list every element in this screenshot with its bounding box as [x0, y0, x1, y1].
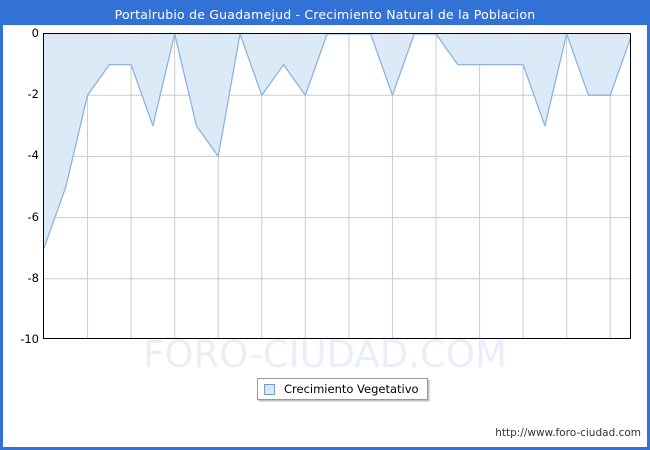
- y-axis-tick-label: -2: [27, 87, 39, 102]
- source-url: http://www.foro-ciudad.com: [495, 427, 641, 439]
- chart-legend: Crecimiento Vegetativo: [257, 378, 428, 400]
- y-axis-tick-labels: 0 -2 -4 -6 -8 -10: [3, 26, 39, 346]
- series-line-crecimiento-vegetativo: [44, 34, 630, 249]
- plot-area: [43, 33, 631, 339]
- series-area-crecimiento-vegetativo: [44, 34, 630, 249]
- y-axis-tick-label: -6: [27, 209, 39, 224]
- legend-swatch-icon: [264, 383, 275, 395]
- plot-frame: [43, 33, 631, 339]
- page-title: Portalrubio de Guadamejud - Crecimiento …: [114, 6, 536, 22]
- watermark-part-2: CIUDAD.COM: [262, 333, 507, 376]
- y-axis-tick-label: -4: [27, 148, 39, 163]
- window-title-bar: Portalrubio de Guadamejud - Crecimiento …: [3, 3, 647, 25]
- legend-item-label: Crecimiento Vegetativo: [284, 382, 419, 396]
- chart-series-group: [44, 34, 630, 249]
- watermark-part-1: FORO-: [143, 333, 263, 376]
- y-axis-tick-label: -10: [20, 332, 39, 346]
- y-axis-tick-label: -8: [27, 270, 39, 285]
- watermark: FORO-CIUDAD.COM: [3, 333, 647, 376]
- area-chart-svg: [44, 34, 630, 338]
- y-axis-tick-label: 0: [31, 26, 39, 40]
